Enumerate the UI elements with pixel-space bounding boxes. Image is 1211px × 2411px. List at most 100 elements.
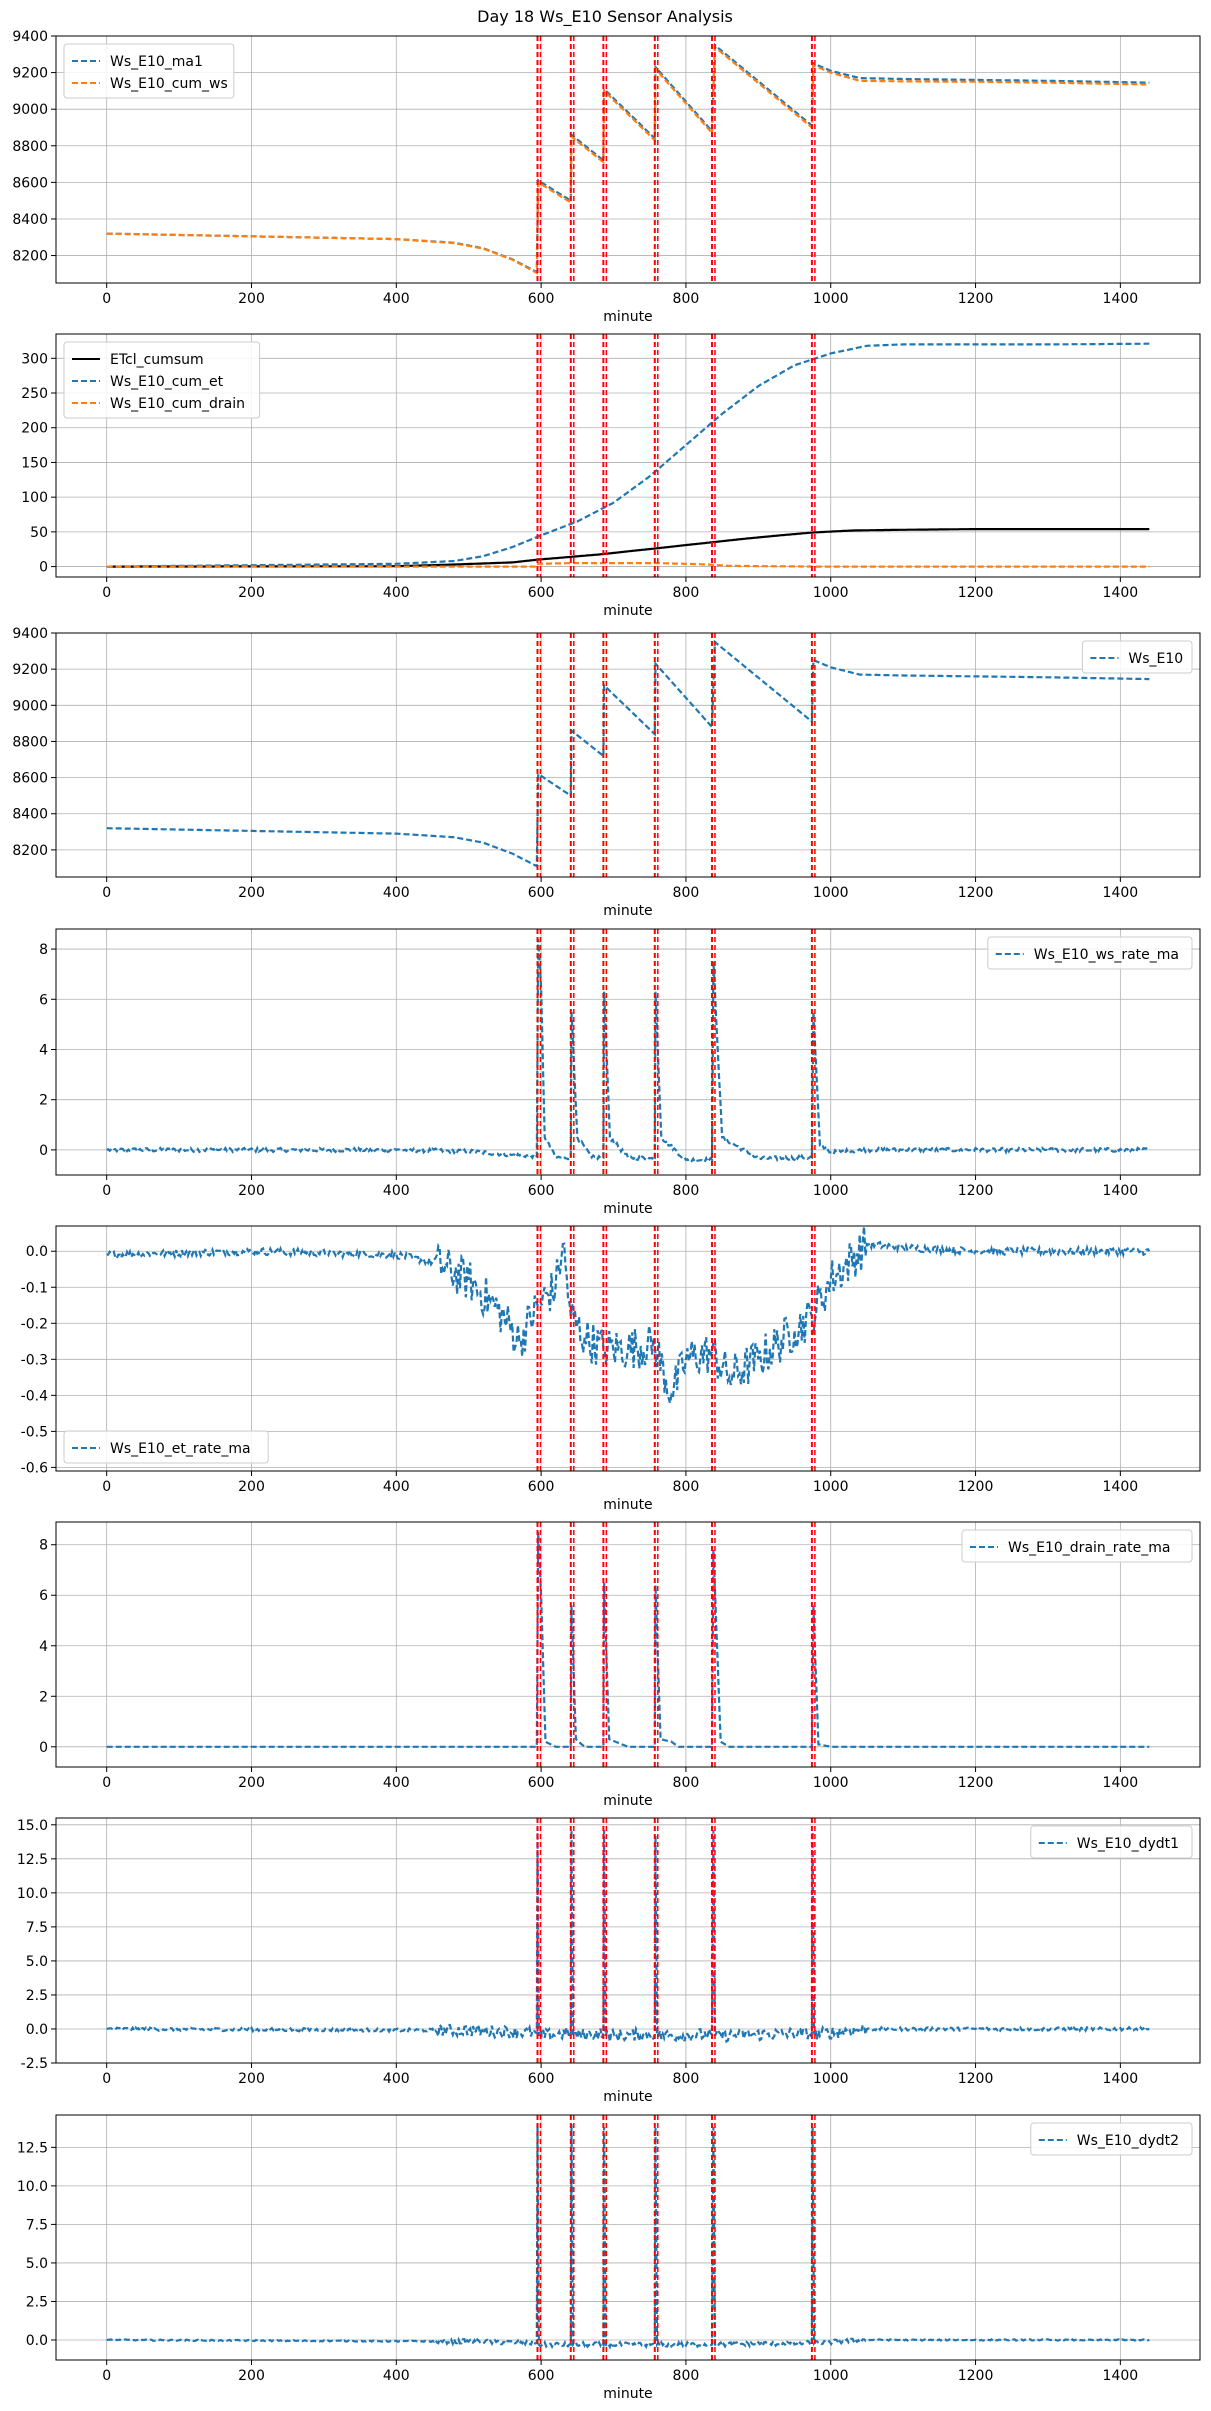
y-tick-label: 5.0 bbox=[26, 1954, 48, 1970]
plot-area bbox=[106, 36, 1150, 283]
y-tick-label: 9200 bbox=[12, 662, 48, 678]
series-line-Ws_E10_et_rate_ma bbox=[106, 1226, 1151, 1404]
axes-frame bbox=[55, 35, 1201, 284]
x-tick-label: 400 bbox=[383, 1183, 410, 1199]
x-tick-label: 800 bbox=[673, 585, 700, 601]
legend: Ws_E10 bbox=[1081, 640, 1193, 674]
y-tick-label: 9000 bbox=[12, 102, 48, 118]
y-tick-label: 12.5 bbox=[17, 2140, 48, 2156]
legend: Ws_E10_dydt1 bbox=[1030, 1825, 1193, 1859]
legend-label: ETcl_cumsum bbox=[110, 352, 204, 368]
x-tick-label: 600 bbox=[528, 1183, 555, 1199]
x-tick-label: 0 bbox=[102, 2071, 111, 2087]
series-line-Ws_E10_cum_drain bbox=[106, 562, 1150, 568]
plot-area bbox=[106, 334, 1150, 577]
x-tick-label: 1200 bbox=[958, 291, 994, 307]
y-tick-label: 8400 bbox=[12, 807, 48, 823]
legend-box bbox=[1030, 2122, 1193, 2156]
x-tick-label: 1000 bbox=[813, 1775, 849, 1791]
series-line-Ws_E10_cum_ws bbox=[106, 44, 1150, 275]
x-tick-label: 400 bbox=[383, 585, 410, 601]
y-tick-label: 0 bbox=[39, 1740, 48, 1756]
legend-label: Ws_E10_ma1 bbox=[110, 54, 203, 70]
y-tick-label: 9400 bbox=[12, 29, 48, 45]
x-tick-label: 1200 bbox=[958, 2368, 994, 2384]
series-line-Ws_E10_dydt1 bbox=[106, 1827, 1150, 2045]
y-tick-label: 15.0 bbox=[17, 1818, 48, 1834]
panels: 0 200 400 600 800 1000 1200 1400820084008600880… bbox=[12, 29, 1201, 2402]
y-tick-label: 0 bbox=[39, 560, 48, 576]
legend: Ws_E10_dydt2 bbox=[1030, 2122, 1193, 2156]
x-axis-label: minute bbox=[603, 309, 652, 325]
y-tick-label: -2.5 bbox=[21, 2056, 48, 2072]
legend-box bbox=[961, 1529, 1193, 1563]
y-tick-label: 8600 bbox=[12, 771, 48, 787]
axes-frame bbox=[55, 632, 1201, 878]
y-tick-label: 0 bbox=[39, 1143, 48, 1159]
panel-ws: 0 200 400 600 800 1000 1200 1400 8200 8400 8600 880… bbox=[12, 29, 1201, 325]
y-tick-label: 150 bbox=[21, 455, 48, 471]
x-tick-label: 400 bbox=[383, 2071, 410, 2087]
y-tick-label: -0.5 bbox=[21, 1424, 48, 1440]
legend-label: Ws_E10_ws_rate_ma bbox=[1034, 947, 1179, 963]
y-tick-label: -0.1 bbox=[21, 1280, 48, 1296]
x-tick-label: 1200 bbox=[958, 2071, 994, 2087]
y-tick-label: 6 bbox=[39, 1588, 48, 1604]
x-tick-label: 600 bbox=[528, 2071, 555, 2087]
plot-area bbox=[106, 929, 1150, 1175]
legend-box bbox=[1030, 1825, 1193, 1859]
y-tick-label: 0.0 bbox=[26, 1244, 48, 1260]
y-tick-label: 8 bbox=[39, 1538, 48, 1554]
x-tick-label: 400 bbox=[383, 2368, 410, 2384]
y-tick-label: 9000 bbox=[12, 698, 48, 714]
axes-frame bbox=[55, 333, 1201, 578]
x-tick-label: 800 bbox=[673, 291, 700, 307]
x-axis-label: minute bbox=[603, 903, 652, 919]
y-tick-label: 12.5 bbox=[17, 1852, 48, 1868]
series-line-Ws_E10_dydt2 bbox=[106, 2124, 1150, 2350]
y-tick-label: 9200 bbox=[12, 66, 48, 82]
legend-label: Ws_E10_cum_et bbox=[110, 374, 224, 390]
x-tick-label: 200 bbox=[238, 585, 265, 601]
axes-frame bbox=[55, 1817, 1201, 2064]
series-line-Ws_E10_cum_et bbox=[106, 342, 1150, 568]
panel-etrate: 0 200 400 600 800 1000 1200 1400 0.0 -0.1 -0.2 -0.3… bbox=[21, 1225, 1201, 1513]
y-tick-label: 0.0 bbox=[26, 2022, 48, 2038]
legend: Ws_E10_ws_rate_ma bbox=[987, 936, 1193, 970]
y-tick-label: -0.4 bbox=[21, 1388, 48, 1404]
x-tick-label: 600 bbox=[528, 1775, 555, 1791]
axes-frame bbox=[55, 928, 1201, 1176]
x-tick-label: 1200 bbox=[958, 885, 994, 901]
legend-label: Ws_E10_cum_ws bbox=[110, 76, 228, 92]
x-tick-label: 400 bbox=[383, 885, 410, 901]
x-tick-label: 800 bbox=[673, 885, 700, 901]
series-line-Ws_E10_ws_rate_ma bbox=[106, 938, 1150, 1164]
legend-label: Ws_E10_dydt1 bbox=[1077, 1836, 1179, 1852]
legend-label: Ws_E10_dydt2 bbox=[1077, 2133, 1179, 2149]
series-line-Ws_E10_drain_rate_ma bbox=[106, 1532, 1150, 1748]
y-tick-label: 8400 bbox=[12, 212, 48, 228]
x-tick-label: 1200 bbox=[958, 1183, 994, 1199]
legend: Ws_E10_drain_rate_ma bbox=[961, 1529, 1193, 1563]
legend-label: Ws_E10 bbox=[1128, 651, 1183, 667]
x-tick-label: 800 bbox=[673, 1183, 700, 1199]
x-tick-label: 1400 bbox=[1103, 1479, 1139, 1495]
y-tick-label: 2 bbox=[39, 1689, 48, 1705]
y-tick-label: 2.5 bbox=[26, 1988, 48, 2004]
x-tick-label: 1400 bbox=[1103, 1183, 1139, 1199]
x-tick-label: 600 bbox=[528, 291, 555, 307]
x-tick-label: 0 bbox=[102, 1479, 111, 1495]
x-tick-label: 1200 bbox=[958, 1775, 994, 1791]
x-tick-label: 1000 bbox=[813, 2071, 849, 2087]
x-tick-label: 200 bbox=[238, 1479, 265, 1495]
x-tick-label: 200 bbox=[238, 1775, 265, 1791]
x-tick-label: 1000 bbox=[813, 1183, 849, 1199]
y-tick-label: 10.0 bbox=[17, 1886, 48, 1902]
y-tick-label: 2 bbox=[39, 1093, 48, 1109]
x-tick-label: 1400 bbox=[1103, 2368, 1139, 2384]
x-tick-label: 0 bbox=[102, 585, 111, 601]
x-tick-label: 400 bbox=[383, 291, 410, 307]
y-tick-label: 2.5 bbox=[26, 2294, 48, 2310]
y-tick-label: -0.6 bbox=[21, 1460, 48, 1476]
